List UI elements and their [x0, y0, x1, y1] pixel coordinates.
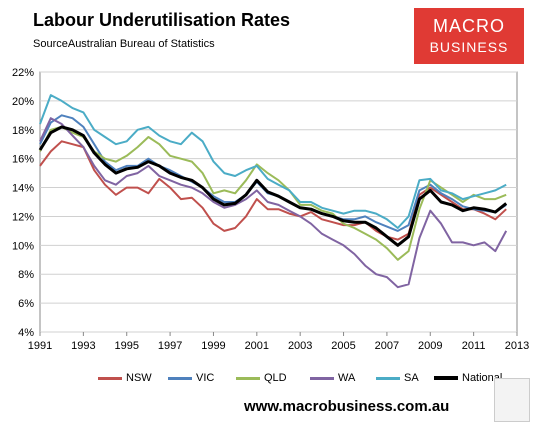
x-tick-label: 1991	[28, 340, 52, 352]
chart-title: Labour Underutilisation Rates	[33, 10, 291, 30]
legend-label: VIC	[196, 372, 215, 384]
y-tick-label: 14%	[12, 183, 34, 195]
x-tick-label: 2001	[245, 340, 269, 352]
series-line-nsw	[39, 140, 507, 241]
y-tick-label: 22%	[12, 67, 34, 79]
legend-swatch	[310, 376, 334, 380]
legend-item-vic: VIC	[168, 372, 214, 384]
x-tick-label: 2013	[505, 340, 529, 352]
chart-legend: NSW VIC QLD WA SA National	[98, 372, 518, 388]
x-tick-label: 1997	[158, 340, 182, 352]
x-tick-label: 1993	[71, 340, 95, 352]
y-tick-label: 10%	[12, 240, 34, 252]
legend-swatch	[168, 376, 192, 380]
legend-label: QLD	[264, 372, 287, 384]
legend-label: SA	[404, 372, 419, 384]
legend-item-national: National	[434, 372, 502, 384]
x-tick-label: 2007	[375, 340, 399, 352]
legend-item-qld: QLD	[236, 372, 287, 384]
y-tick-label: 20%	[12, 96, 34, 108]
legend-item-nsw: NSW	[98, 372, 152, 384]
y-tick-label: 4%	[18, 327, 34, 339]
y-tick-label: 8%	[18, 269, 34, 281]
line-chart: 4% 6% 8% 10% 12% 14% 16% 18% 20% 22% 1991 1993 1995 1…	[12, 67, 529, 352]
x-tick-label: 2011	[462, 340, 486, 352]
x-tick-label: 2005	[331, 340, 355, 352]
series-line-qld	[39, 125, 507, 261]
x-tick-label: 2003	[288, 340, 312, 352]
y-tick-label: 18%	[12, 125, 34, 137]
x-tick-label: 2009	[418, 340, 442, 352]
legend-item-sa: SA	[376, 372, 419, 384]
wolf-emblem-icon	[494, 378, 530, 422]
legend-swatch	[98, 376, 122, 380]
legend-label: WA	[338, 372, 356, 384]
x-tick-label: 1999	[201, 340, 225, 352]
legend-swatch	[434, 376, 458, 380]
y-tick-label: 16%	[12, 154, 34, 166]
series-line-sa	[39, 94, 507, 229]
legend-swatch	[236, 376, 260, 380]
logo-line2: BUSINESS	[429, 39, 509, 55]
chart-source: SourceAustralian Bureau of Statistics	[33, 38, 215, 50]
y-tick-label: 12%	[12, 211, 34, 223]
legend-label: National	[462, 372, 503, 384]
series-line-vic	[39, 114, 507, 232]
series-line-national	[38, 125, 508, 247]
y-tick-label: 6%	[18, 298, 34, 310]
series-line-wa	[39, 117, 508, 289]
macrobusiness-logo: MACRO BUSINESS	[414, 8, 524, 64]
legend-label: NSW	[126, 372, 152, 384]
legend-swatch	[376, 376, 400, 380]
logo-line1: MACRO	[433, 16, 505, 36]
x-tick-label: 1995	[114, 340, 138, 352]
website-url: www.macrobusiness.com.au	[244, 398, 450, 415]
legend-item-wa: WA	[310, 372, 355, 384]
